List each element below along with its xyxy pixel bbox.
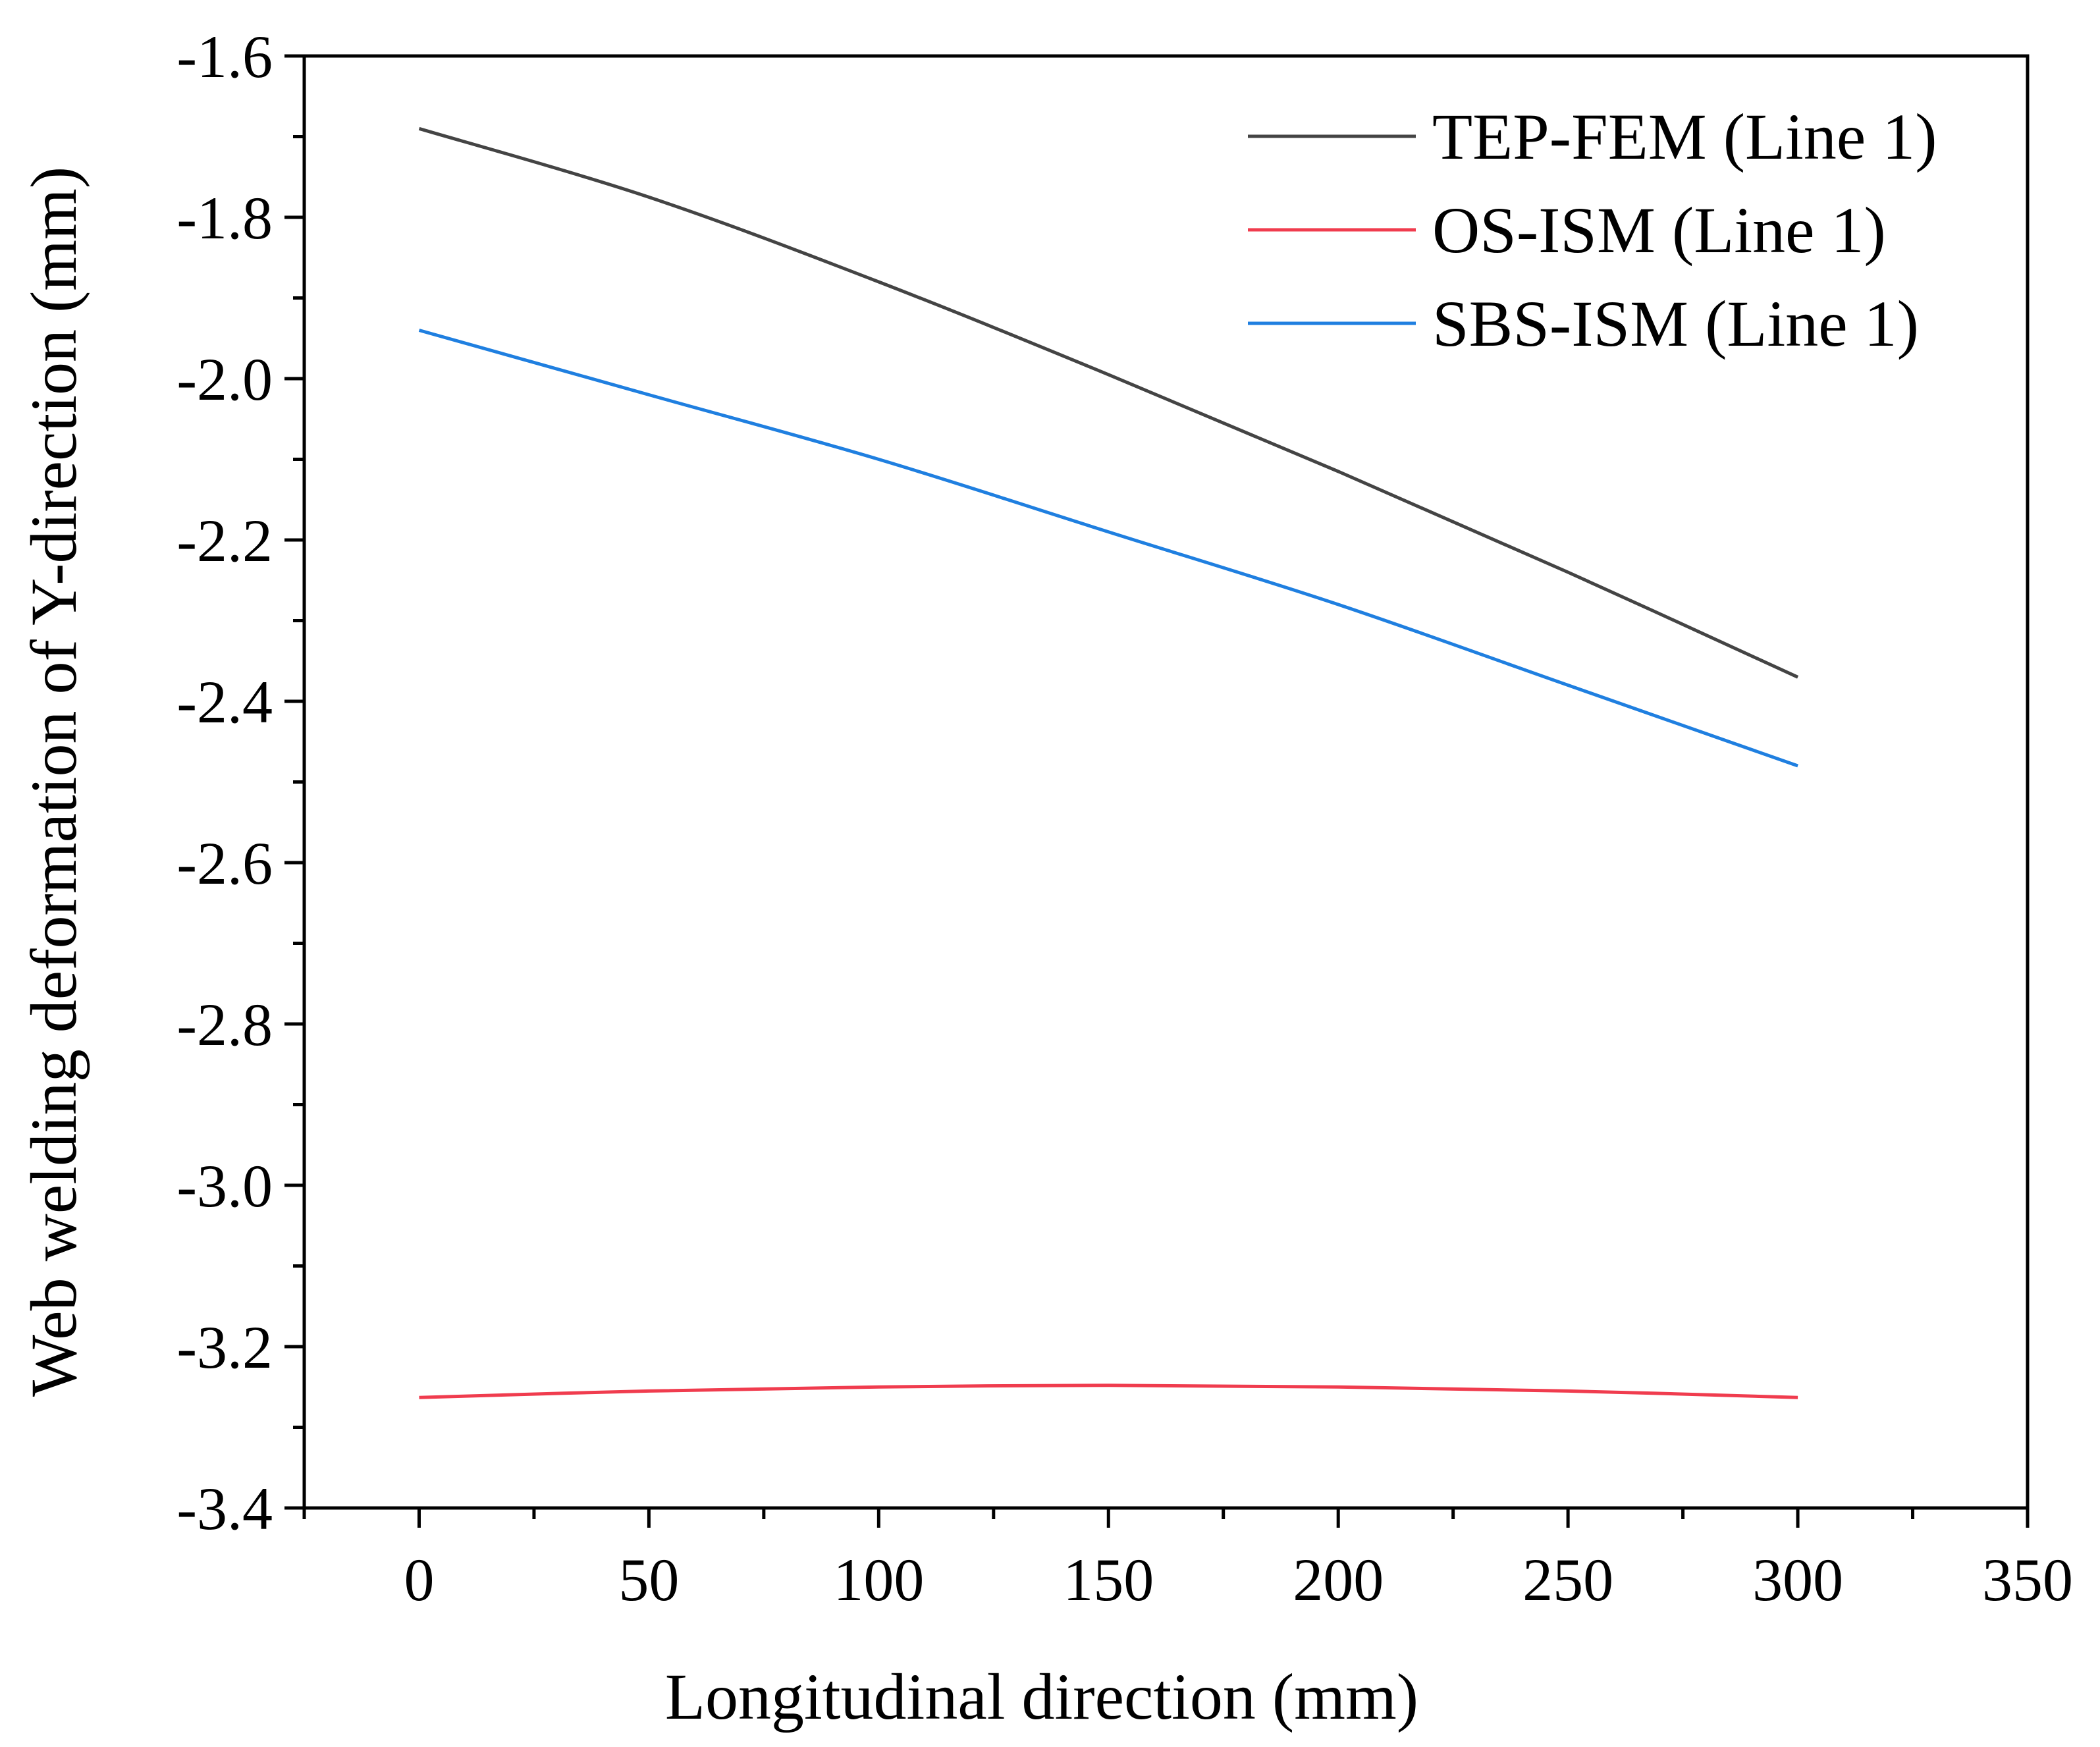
y-tick-label: -3.2 bbox=[176, 1314, 273, 1381]
x-tick-label: 200 bbox=[1293, 1546, 1384, 1613]
y-tick-label: -3.0 bbox=[176, 1152, 273, 1220]
series-line-0 bbox=[418, 126, 1799, 679]
legend-label-2: SBS-ISM (Line 1) bbox=[1432, 287, 1919, 360]
y-axis-ticks: -3.4 -3.2 -3.0 -2.8 -2.6 -2.4 -2.2 -2.0 -1.8 -1.6 bbox=[176, 23, 304, 1542]
series-line-2 bbox=[418, 329, 1798, 768]
x-tick-label: 50 bbox=[618, 1546, 679, 1613]
legend-label-1: OS-ISM (Line 1) bbox=[1432, 194, 1886, 267]
y-tick-label: -2.4 bbox=[176, 668, 273, 736]
x-tick-label: 0 bbox=[404, 1546, 434, 1613]
x-tick-label: 150 bbox=[1063, 1546, 1154, 1613]
x-axis-title: Longitudinal direction (mm) bbox=[665, 1660, 1418, 1733]
series-line-1 bbox=[419, 1384, 1798, 1399]
y-tick-label: -2.8 bbox=[176, 991, 273, 1058]
y-tick-label: -2.0 bbox=[176, 346, 273, 413]
y-axis-title: Web welding deformation of Y-direction (… bbox=[17, 167, 90, 1397]
x-axis-ticks: 0 50 100 150 200 250 300 350 bbox=[302, 1508, 2073, 1613]
plot-frame bbox=[302, 54, 2030, 1510]
x-tick-label: 100 bbox=[833, 1546, 924, 1613]
legend: TEP-FEM (Line 1) OS-ISM (Line 1) SBS-ISM (… bbox=[1248, 100, 1937, 360]
x-tick-label: 300 bbox=[1752, 1546, 1843, 1613]
series-lines bbox=[418, 126, 1799, 1399]
y-tick-label: -3.4 bbox=[176, 1475, 273, 1542]
y-tick-label: -2.6 bbox=[176, 830, 273, 897]
x-tick-label: 250 bbox=[1522, 1546, 1613, 1613]
x-tick-label: 350 bbox=[1982, 1546, 2073, 1613]
y-tick-label: -1.6 bbox=[176, 23, 273, 90]
legend-label-0: TEP-FEM (Line 1) bbox=[1432, 100, 1937, 173]
y-tick-label: -1.8 bbox=[176, 184, 273, 252]
y-tick-label: -2.2 bbox=[176, 507, 273, 574]
